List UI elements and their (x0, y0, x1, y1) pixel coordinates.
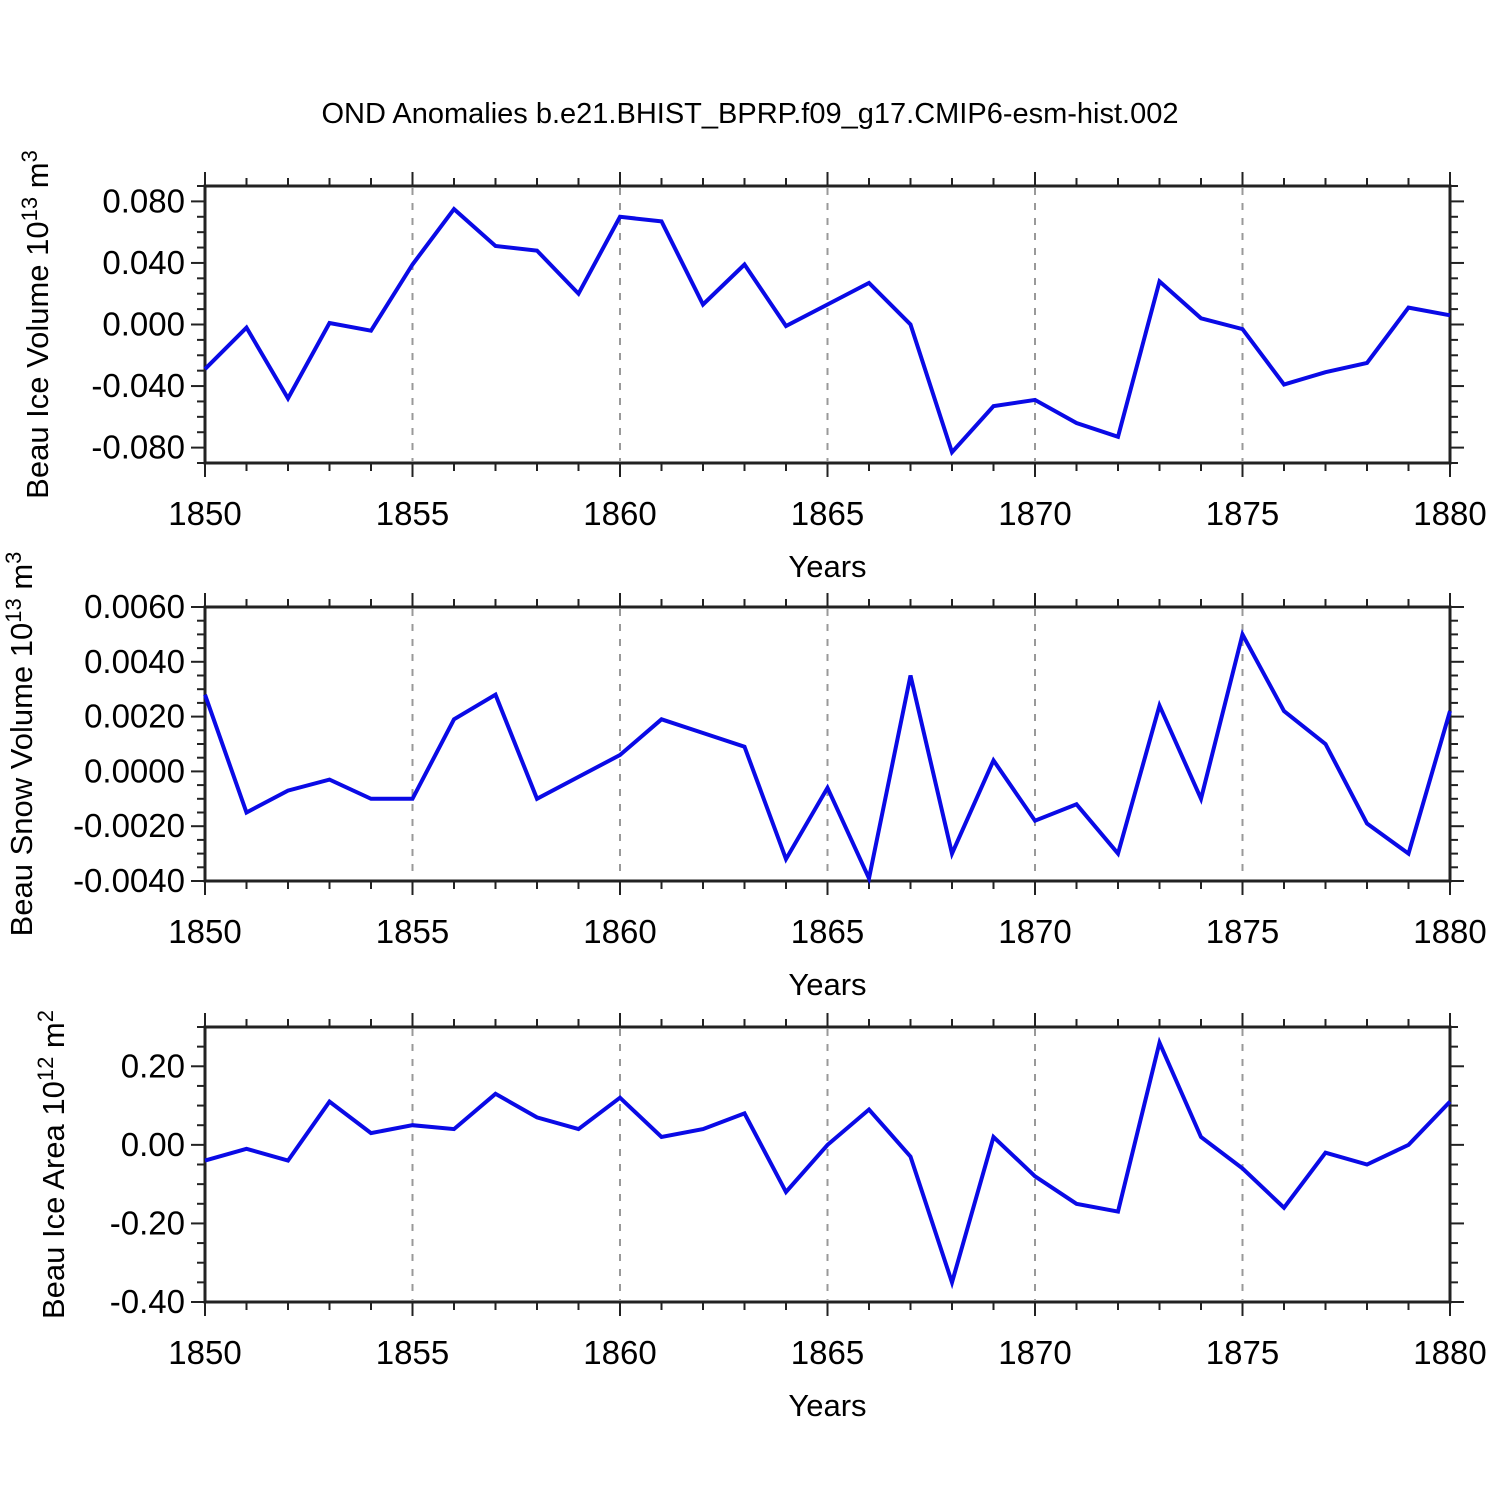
panel-beau-ice-area: 0.20 0.00 -0.20 -0.40 1850 1855 1860 1865 1870 18… (33, 1010, 1487, 1423)
panel-beau-snow-volume: 0.0060 0.0040 0.0020 0.0000 -0.0020 -0.0040 18… (1, 552, 1487, 1002)
x-tick-label: 1850 (168, 913, 241, 950)
y-axis-title: Beau Snow Volume 1013 m3 (1, 552, 39, 937)
x-tick-label: 1850 (168, 1334, 241, 1371)
x-axis-title: Years (788, 967, 866, 1002)
y-tick-label: 0.000 (102, 306, 185, 343)
y-tick-label: -0.0020 (73, 807, 185, 844)
y-tick-label: -0.20 (110, 1204, 185, 1241)
x-tick-label: 1870 (998, 1334, 1071, 1371)
y-tick-label: 0.0060 (84, 588, 185, 625)
y-tick-label: -0.40 (110, 1283, 185, 1320)
x-axis-title: Years (788, 549, 866, 584)
beau-ice-area-line (204, 1036, 1452, 1290)
plot-box (203, 1025, 1452, 1304)
x-tick-label: 1865 (791, 913, 864, 950)
y-tick-label: 0.20 (121, 1047, 185, 1084)
y-tick-label: -0.080 (91, 429, 185, 466)
x-tick-label: 1875 (1206, 1334, 1279, 1371)
x-tick-label: 1875 (1206, 913, 1279, 950)
plot-box (203, 605, 1452, 883)
y-tick-label: 0.0000 (84, 752, 185, 789)
x-tick-label: 1865 (791, 1334, 864, 1371)
x-tick-label: 1860 (583, 913, 656, 950)
x-tick-label: 1875 (1206, 495, 1279, 532)
plot-box (203, 184, 1452, 465)
x-tick-label: 1860 (583, 495, 656, 532)
y-tick-label: 0.0040 (84, 643, 185, 680)
x-tick-label: 1855 (376, 495, 449, 532)
panel-beau-ice-volume: 0.080 0.040 0.000 -0.040 -0.080 1850 1855 1860 1… (17, 150, 1487, 584)
x-tick-label: 1855 (376, 1334, 449, 1371)
y-tick-label: -0.040 (91, 367, 185, 404)
x-tick-label: 1860 (583, 1334, 656, 1371)
y-tick-label: 0.040 (102, 244, 185, 281)
x-tick-label: 1870 (998, 495, 1071, 532)
x-axis-title: Years (788, 1388, 866, 1423)
y-tick-label: 0.00 (121, 1126, 185, 1163)
y-tick-label: 0.0020 (84, 698, 185, 735)
x-tick-label: 1865 (791, 495, 864, 532)
y-axis-title: Beau Ice Area 1012 m2 (33, 1010, 71, 1319)
figure-title: OND Anomalies b.e21.BHIST_BPRP.f09_g17.C… (321, 98, 1179, 130)
x-tick-label: 1855 (376, 913, 449, 950)
beau-snow-volume-line (203, 628, 1452, 885)
y-tick-label: 0.080 (102, 182, 185, 219)
y-axis-title: Beau Ice Volume 1013 m3 (17, 150, 55, 499)
y-tick-label: -0.0040 (73, 862, 185, 899)
x-tick-label: 1880 (1413, 1334, 1486, 1371)
x-tick-label: 1850 (168, 495, 241, 532)
beau-ice-volume-line (203, 206, 1451, 457)
x-tick-label: 1880 (1413, 913, 1486, 950)
x-tick-label: 1870 (998, 913, 1071, 950)
x-tick-label: 1880 (1413, 495, 1486, 532)
